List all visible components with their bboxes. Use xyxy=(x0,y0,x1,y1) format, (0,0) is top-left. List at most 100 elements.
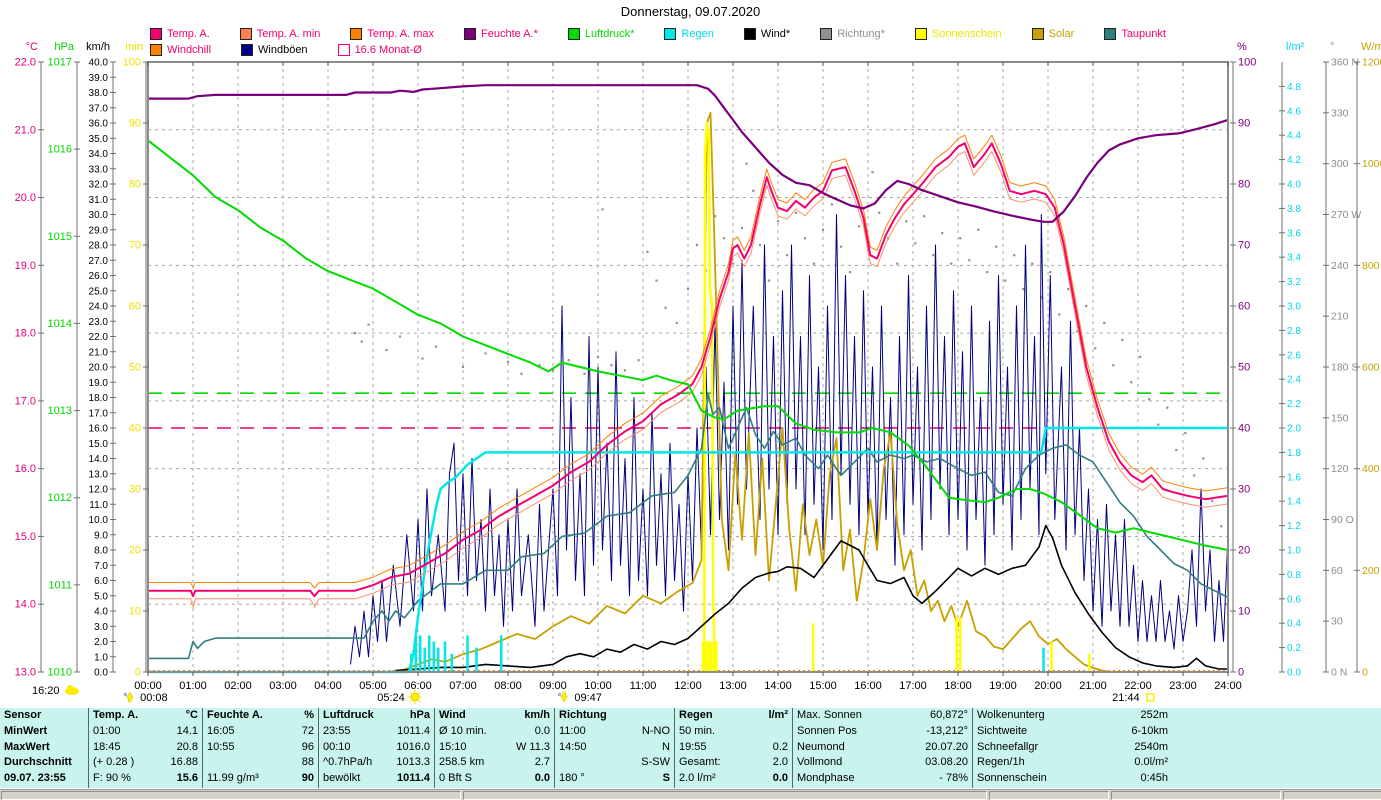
richtung-point xyxy=(776,220,780,223)
lm2-tick-label: 2.6 xyxy=(1287,350,1301,361)
lm2-tick-label: 4.6 xyxy=(1287,106,1301,117)
richtung-point xyxy=(655,279,658,282)
lm2-tick-label: 3.4 xyxy=(1287,253,1301,264)
legend-item-regen: Regen xyxy=(664,28,714,40)
richtung-point xyxy=(745,162,748,165)
kmh-tick-label: 31.0 xyxy=(89,195,109,206)
pct-tick-label: 30 xyxy=(1238,484,1250,496)
x-axis-label: 03:00 xyxy=(269,680,297,692)
wind-line xyxy=(395,524,1228,672)
legend-label: Temp. A. xyxy=(167,28,210,40)
sun-tick-label: 70 xyxy=(129,240,141,252)
table-cell: km/h xyxy=(524,709,550,721)
moon-dot xyxy=(123,693,127,696)
kmh-tick-label: 10.0 xyxy=(89,515,109,526)
richtung-point xyxy=(1202,457,1205,460)
wm2-tick-label: 400 xyxy=(1362,463,1380,475)
status-bar-section xyxy=(1111,791,1281,800)
richtung-point xyxy=(520,372,523,375)
table-cell: 0 Bft S xyxy=(439,772,473,785)
hpa-tick-label: 1011 xyxy=(48,579,72,591)
richtung-point xyxy=(1166,406,1169,409)
table-cell: 14.1 xyxy=(176,724,198,737)
sunrise-icon xyxy=(410,692,420,702)
richtung-point xyxy=(758,243,762,247)
hpa-tick-label: 1016 xyxy=(48,144,72,156)
legend-swatch-icon xyxy=(241,44,254,56)
table-cell: Durchschnitt xyxy=(4,756,72,769)
legend-item-solar: Solar xyxy=(1031,28,1074,40)
pct-tick-label: 90 xyxy=(1238,118,1250,130)
richtung-point xyxy=(385,348,388,352)
kmh-tick-label: 29.0 xyxy=(89,225,109,236)
richtung-point xyxy=(1112,364,1115,367)
table-cell: Sichtweite xyxy=(977,724,1028,737)
legend-item-windchill: Windchill xyxy=(150,44,211,56)
richtung-point xyxy=(664,306,667,309)
wm2-tick-label: 800 xyxy=(1362,260,1380,272)
legend-label: Temp. A. min xyxy=(256,28,321,40)
kmh-tick-label: 14.0 xyxy=(89,454,109,465)
table-cell: 1011.4 xyxy=(397,724,430,737)
kmh-tick-label: 39.0 xyxy=(89,73,109,84)
pct-tick-label: 0 xyxy=(1238,667,1244,679)
corner-event-time: 16:20 xyxy=(32,685,60,697)
legend-swatch-icon xyxy=(567,28,580,40)
kmh-tick-label: 17.0 xyxy=(89,408,109,419)
lm2-tick-label: 1.8 xyxy=(1287,448,1301,459)
event-time-label: 00:08 xyxy=(140,692,168,704)
table-cell: 0.2 xyxy=(772,740,788,753)
richtung-point xyxy=(675,321,678,325)
table-cell: - 78% xyxy=(939,772,968,785)
x-axis-label: 07:00 xyxy=(449,680,477,692)
event-time-label: 05:24 xyxy=(377,692,405,704)
kmh-tick-label: 32.0 xyxy=(89,180,109,191)
table-column: Sensor MinWert MaxWert Durchschnitt 09.07. 2… xyxy=(0,708,88,788)
table-cell: 60,872° xyxy=(929,709,968,721)
richtung-point xyxy=(722,237,726,240)
sensor-summary-table: Sensor MinWert MaxWert Durchschnitt 09.07. 2… xyxy=(0,708,1381,788)
richtung-point xyxy=(1157,423,1160,426)
table-cell: 15:10 xyxy=(439,740,467,753)
temp-tick-label: 16.0 xyxy=(15,463,36,475)
table-column: Wolkenunterg 252m Sichtweite 6-10km Schneefa… xyxy=(972,708,1172,788)
legend-label: Wind* xyxy=(760,28,791,40)
table-cell: % xyxy=(304,709,314,721)
status-bar-section xyxy=(1,791,461,800)
kmh-tick-label: 11.0 xyxy=(89,500,108,511)
x-axis-label: 20:00 xyxy=(1034,680,1062,692)
temp-a-max-line xyxy=(148,134,1229,589)
richtung-point xyxy=(1211,499,1214,502)
event-time-label: 09:47 xyxy=(574,692,602,704)
lm2-tick-label: 2.0 xyxy=(1287,424,1301,435)
richtung-point xyxy=(1067,287,1070,291)
lm2-tick-label: 4.8 xyxy=(1287,82,1301,93)
kmh-tick-label: 25.0 xyxy=(89,286,109,297)
event-time-label: 21:44 xyxy=(1112,692,1140,704)
table-cell: 0:45h xyxy=(1140,772,1168,785)
richtung-point xyxy=(932,254,935,257)
lm2-unit-label: l/m² xyxy=(1286,41,1305,53)
table-cell: 2540m xyxy=(1134,740,1168,753)
richtung-point xyxy=(803,237,807,240)
legend-item-temp-a-max: Temp. A. max xyxy=(350,28,434,40)
table-cell: 11.99 g/m³ xyxy=(207,772,259,785)
richtung-point xyxy=(713,215,717,218)
kmh-unit-label: km/h xyxy=(86,41,110,53)
table-cell: S-SW xyxy=(641,756,670,769)
kmh-tick-label: 15.0 xyxy=(89,439,109,450)
table-cell: F: 90 % xyxy=(93,772,131,785)
lm2-tick-label: 0.6 xyxy=(1287,594,1301,605)
table-cell: 03.08.20 xyxy=(925,756,968,769)
x-axis-label: 05:00 xyxy=(359,680,387,692)
table-cell: 0.0 xyxy=(534,772,550,785)
status-bar-section xyxy=(1283,791,1381,800)
sun-ray xyxy=(409,691,412,694)
temp-tick-label: 14.0 xyxy=(15,599,36,611)
richtung-point xyxy=(596,355,600,358)
richtung-point xyxy=(623,369,627,372)
wm2-tick-label: 200 xyxy=(1362,565,1380,577)
richtung-point xyxy=(905,220,908,223)
kmh-tick-label: 16.0 xyxy=(89,424,109,435)
